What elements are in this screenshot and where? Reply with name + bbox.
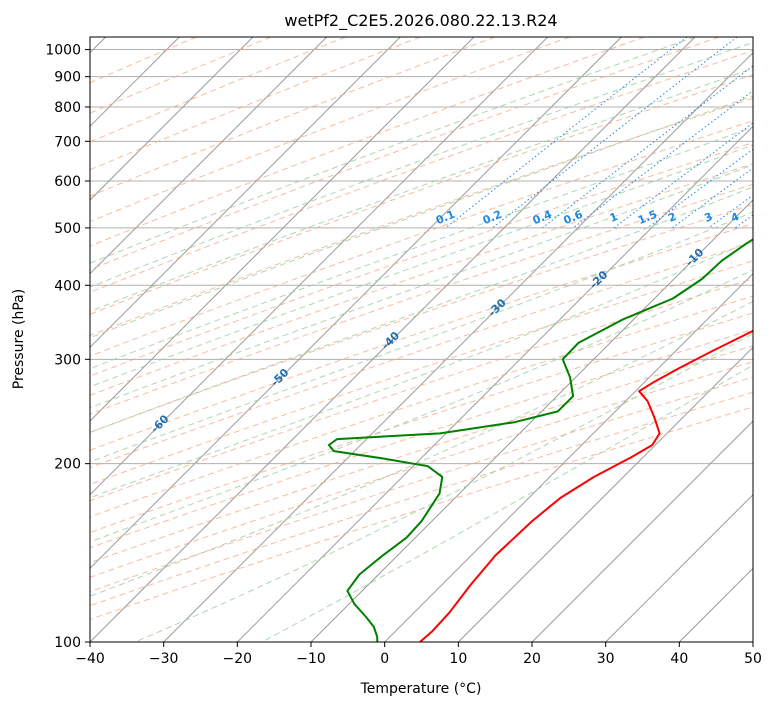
isotherm-line <box>90 37 254 201</box>
moist-adiabat-line <box>90 37 696 264</box>
mixing-ratio-lines <box>445 37 753 229</box>
dry-adiabat-line <box>90 37 346 143</box>
isotherm-line <box>90 37 622 570</box>
y-axis-ticks: 100 200 300 400 500 600 700 800 900 1000 <box>45 43 90 651</box>
isotherm-line <box>457 346 753 642</box>
moist-adiabat-line <box>135 332 753 642</box>
isotherm-line <box>605 493 753 642</box>
mixing-ratio-line <box>672 167 753 229</box>
isotherm-line <box>90 37 549 496</box>
x-tick-label: −20 <box>223 651 253 667</box>
y-tick-label: 800 <box>54 100 81 116</box>
dry-adiabat-line <box>90 97 753 337</box>
chart-title: wetPf2_C2E5.2026.080.22.13.R24 <box>284 11 557 31</box>
dry-adiabat-line <box>90 37 496 197</box>
y-tick-label: 100 <box>54 635 81 651</box>
dry-adiabat-line <box>90 37 570 223</box>
plot-area: -100-90-80-70-60-50-40-30-20-10010203040… <box>90 37 753 642</box>
y-tick-label: 1000 <box>45 43 81 59</box>
moist-adiabat-line <box>90 95 753 339</box>
dry-adiabat-line <box>90 37 421 171</box>
isotherm-line <box>310 199 753 642</box>
moist-adiabat-line <box>90 186 753 433</box>
x-tick-label: 30 <box>597 651 615 667</box>
mixing-ratio-line <box>492 37 738 229</box>
x-tick-label: 0 <box>380 651 389 667</box>
dry-adiabat-line <box>90 50 753 293</box>
mixing-ratio-label: 3 <box>702 210 714 225</box>
isotherm-line <box>384 272 753 642</box>
mixing-ratio-line <box>542 65 753 229</box>
y-tick-label: 700 <box>54 134 81 150</box>
profile-series <box>327 238 753 642</box>
dry-adiabat-line <box>90 142 753 377</box>
plot-frame <box>89 36 754 643</box>
moist-adiabat-line <box>261 364 753 642</box>
moist-adiabats <box>90 37 753 642</box>
moist-adiabat-line <box>90 211 753 463</box>
moist-adiabat-line <box>90 67 753 313</box>
isotherm-line <box>90 37 475 422</box>
y-tick-label: 900 <box>54 70 81 86</box>
moist-adiabat-line <box>90 126 753 370</box>
dry-adiabat-line <box>90 37 645 247</box>
isotherm-line <box>90 37 328 275</box>
x-tick-label: −40 <box>75 651 105 667</box>
dry-adiabat-line <box>90 391 753 607</box>
dry-adiabat-line <box>90 74 753 315</box>
x-tick-label: 10 <box>449 651 467 667</box>
mixing-ratio-label: 2 <box>666 210 678 225</box>
x-tick-label: 50 <box>744 651 762 667</box>
dewpoint-profile-line <box>327 238 753 642</box>
x-tick-label: −30 <box>149 651 179 667</box>
x-axis-title: Temperature (°C) <box>360 681 482 697</box>
y-tick-label: 300 <box>54 352 81 368</box>
dry-adiabat-line <box>90 120 753 357</box>
dry-adiabat-line <box>90 260 753 485</box>
isotherm-line <box>531 420 753 642</box>
isotherm-line <box>163 51 753 642</box>
y-tick-label: 600 <box>54 174 81 190</box>
mixing-ratio-line <box>572 90 753 229</box>
moist-adiabat-line <box>90 144 753 388</box>
dry-adiabat-line <box>90 278 753 502</box>
dry-adiabat-line <box>90 163 753 396</box>
x-tick-label: 40 <box>670 651 688 667</box>
isotherm-line <box>236 125 753 642</box>
dry-adiabats <box>90 37 753 620</box>
moist-adiabat-line <box>90 164 753 409</box>
y-tick-label: 200 <box>54 457 81 473</box>
isotherm-line <box>90 37 401 349</box>
dry-adiabat-line <box>90 183 753 415</box>
dry-adiabat-line <box>90 329 753 549</box>
x-tick-label: −10 <box>296 651 326 667</box>
mixing-ratio-label: 1 <box>608 210 620 225</box>
dry-adiabat-line <box>90 223 753 451</box>
isotherm-grid <box>90 37 753 642</box>
isotherm-line <box>90 37 696 642</box>
y-tick-label: 500 <box>54 221 81 237</box>
x-tick-label: 20 <box>523 651 541 667</box>
x-axis-ticks: −40 −30 −20 −10 0 10 20 30 40 50 <box>75 642 762 667</box>
y-tick-label: 400 <box>54 278 81 294</box>
temperature-profile-line <box>419 329 753 642</box>
y-axis-title: Pressure (hPa) <box>11 289 27 389</box>
dry-adiabat-line <box>90 312 753 534</box>
